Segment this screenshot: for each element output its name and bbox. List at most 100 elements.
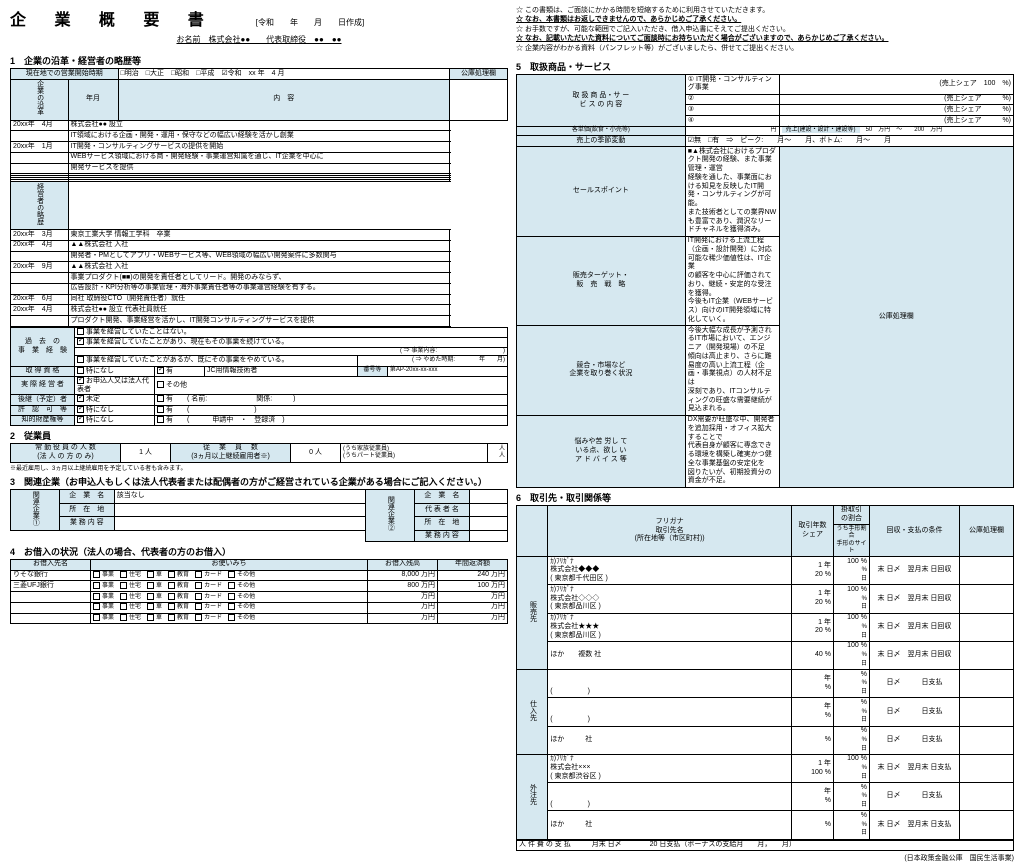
kokei-r[interactable]: 有 ( 名前: 関係: ) bbox=[166, 396, 296, 403]
s3-l3: 業 務 内 容 bbox=[59, 517, 114, 531]
s5-seki-v: 50 万円 〜 200 万円 bbox=[866, 127, 943, 133]
jissitsu-r[interactable]: その他 bbox=[166, 381, 187, 388]
chizai-r[interactable]: 有 ( 申請中 ・ 登録済 ) bbox=[166, 416, 285, 423]
s1-lower: 過 去 の 事 業 経 験 事業を経営していたことはない。 事業を経営していたこ… bbox=[10, 327, 508, 426]
s5-s1r: (売上シェア 100 %) bbox=[779, 75, 1013, 95]
naiyo-col: 内 容 bbox=[118, 79, 450, 120]
past-label: 過 去 の 事 業 経 験 bbox=[11, 327, 75, 366]
s3-heading: 3 関連企業（お申込人もしくは法人代表者または配偶者の方がご経営されている企業が… bbox=[10, 475, 508, 488]
kyoka-v[interactable]: 特になし bbox=[86, 406, 114, 413]
s3-l1: 企 業 名 bbox=[59, 490, 114, 504]
s4-c2: お使いみち bbox=[91, 559, 368, 570]
s2-l3b: (うちパート従業員) bbox=[343, 453, 485, 461]
shikaku-v[interactable]: 特になし bbox=[86, 367, 114, 374]
s4-c4: 年間返済額 bbox=[438, 559, 508, 570]
s2-v2: 0 人 bbox=[291, 443, 341, 463]
s5-s4: ④ bbox=[685, 116, 779, 127]
s4-table: お借入先名 お使いみち お借入残高 年間返済額 りそな銀行事業 住宅 車 教育 … bbox=[10, 559, 508, 625]
s5-kisetsu-v[interactable]: ☑無 □有 ⇒ ピーク: 月〜 月、ボトム: 月〜 月 bbox=[685, 136, 1013, 147]
s5-sp-l: セールスポイント bbox=[517, 147, 686, 237]
shikaku-r[interactable]: 有 bbox=[166, 367, 194, 374]
ym-col: 年月 bbox=[68, 79, 118, 120]
s3-r3: 所 在 地 bbox=[414, 517, 469, 531]
s2-l3a: (うち家族従業員) bbox=[343, 446, 485, 454]
side-ryakureki: 経営者の略歴 bbox=[11, 182, 69, 230]
s5-heading: 5 取扱商品・サービス bbox=[516, 60, 1014, 73]
s2-unit: 人 人 bbox=[488, 443, 508, 463]
s3-v1: 該当なし bbox=[114, 490, 365, 504]
s1-table: 現在地での営業開始時期 □明治 □大正 □昭和 □平成 ☑令和 xx 年 4 月… bbox=[10, 68, 508, 327]
footer: (日本政策金融公庫 国民生活事業) bbox=[516, 853, 1014, 863]
jinken: 人 件 費 の 支 払 月末 日〆 20 日支払（ボーナスの支給月 月， 月） bbox=[517, 840, 1014, 851]
date-created: [令和 年 月 日作成] bbox=[256, 17, 364, 28]
s5-adv-l: 悩みや苦 労し て いる点、欲し い ア ド バ イ ス 等 bbox=[517, 415, 686, 487]
s5-adv-v: DX需要が旺盛な中、開発者を追加採用・オフィス拡大することで 代表自身が顧客に専… bbox=[685, 415, 779, 487]
kouko-col: 公庫処理欄 bbox=[450, 69, 508, 80]
s2-note: ※最近雇用し、3ヵ月以上継続雇用を予定している者も含みます。 bbox=[10, 463, 508, 472]
s6-table: フリガナ 取引先名 (所在地等（市区町村)) 取引年数 シェア 掛取引 の割合 … bbox=[516, 505, 1014, 840]
s4-c3: お借入残高 bbox=[368, 559, 438, 570]
s5-s3: ③ bbox=[685, 105, 779, 116]
s3-side2: 関連企業② bbox=[366, 490, 415, 542]
s5-s1: ① IT開発・コンサルティング事業 bbox=[685, 75, 779, 95]
s6-h3: 掛取引 の割合 bbox=[834, 505, 870, 525]
s6-h1: フリガナ 取引先名 (所在地等（市区町村)) bbox=[548, 505, 792, 557]
past-paren2: ( ⇒ やめた時期: 年 月) bbox=[357, 356, 507, 366]
s6-h4: 回収・支払の条件 bbox=[870, 505, 960, 557]
s5-seki-l: 売上(建設・設計・建設等) bbox=[782, 127, 860, 133]
right-notes: この書類は、ご面談にかかる時間を短縮するために利用させていただきます。 なお、本… bbox=[516, 6, 1014, 53]
s1-heading: 1 企業の沿革・経営者の略歴等 bbox=[10, 54, 508, 67]
s5-s3r: (売上シェア %) bbox=[779, 105, 1013, 116]
s5-comp-l: 競合・市場など 企業を取り巻く状況 bbox=[517, 326, 686, 416]
era-checkboxes[interactable]: □明治 □大正 □昭和 □平成 ☑令和 xx 年 4 月 bbox=[118, 69, 450, 80]
past-opt2[interactable]: 事業を経営していたことがあり、現在もその事業を続けている。 bbox=[86, 338, 288, 345]
shikaku-l: 取 得 資 格 bbox=[11, 366, 75, 376]
s6-h5: 公庫処理欄 bbox=[960, 505, 1014, 557]
page-title: 企 業 概 要 書 bbox=[10, 6, 216, 30]
s3-r1: 企 業 名 bbox=[414, 490, 469, 504]
s3-side1: 関連企業① bbox=[11, 490, 60, 531]
s2-v1: 1 人 bbox=[121, 443, 171, 463]
chizai-v[interactable]: 特になし bbox=[86, 416, 114, 423]
s2-heading: 2 従業員 bbox=[10, 429, 508, 442]
past-opt3[interactable]: 事業を経営していたことがあるが、既にその事業をやめている。 bbox=[86, 357, 289, 364]
s5-kisetsu-l: 売上の季節変動 bbox=[517, 136, 686, 147]
chizai-l: 知的財産権等 bbox=[11, 415, 75, 425]
s5-s2r: (売上シェア %) bbox=[779, 94, 1013, 105]
s5-tgt-l: 販売ターゲット・ 販 売 戦 略 bbox=[517, 236, 686, 326]
s4-c1: お借入先名 bbox=[11, 559, 91, 570]
s6-heading: 6 取引先・取引関係等 bbox=[516, 491, 1014, 504]
kyoka-l: 許 認 可 等 bbox=[11, 405, 75, 415]
s2-table: 常 勤 役 員 の 人 数 (法 人 の 方 の み) 1 人 従 業 員 数 … bbox=[10, 443, 508, 464]
s5-kyaku-v: 円 bbox=[685, 126, 779, 136]
kyoka-r[interactable]: 有 ( ) bbox=[166, 406, 257, 413]
applicant-name: お名前 株式会社●● 代表取締役 ●● ●● bbox=[10, 34, 508, 45]
s5-sp-v: ■▲株式会社におけるプロダクト開発の経験、また事業管理・運営 経験を通した、事業… bbox=[685, 147, 779, 237]
bango-v: 第AP-20xx-xx-xxx bbox=[387, 366, 507, 376]
shikaku-num: JC用情報技術者 bbox=[205, 366, 358, 376]
s5-tgt-v: IT開発における上流工程（企画・設計開発）に対応可能な稀少価値性は、IT企業 の… bbox=[685, 236, 779, 326]
start-label: 現在地での営業開始時期 bbox=[11, 69, 119, 80]
bango-l: 番号等 bbox=[357, 366, 387, 376]
s6-h2: 取引年数 シェア bbox=[792, 505, 834, 557]
kokei-v[interactable]: 未定 bbox=[86, 396, 100, 403]
s3-r2: 代 表 者 名 bbox=[414, 503, 469, 517]
side-enkaku: 企業の沿革 bbox=[11, 79, 69, 120]
past-opt1[interactable]: 事業を経営していたことはない。 bbox=[86, 328, 191, 335]
kokei-l: 後継（予定）者 bbox=[11, 395, 75, 405]
s3-l2: 所 在 地 bbox=[59, 503, 114, 517]
s3-r4: 業 務 内 容 bbox=[414, 531, 469, 542]
s5-kyaku-l: 客単価(飲食・小売等) bbox=[517, 126, 686, 136]
jissitsu-v[interactable]: お申込人又は法人代表者 bbox=[77, 377, 149, 393]
past-paren1: ( ⇒ 事業内容: ) bbox=[75, 347, 508, 356]
s2-l2: 従 業 員 数 (3ヵ月以上継続雇用者※) bbox=[171, 443, 291, 463]
jissitsu-l: 実 際 経 営 者 bbox=[11, 376, 75, 395]
s2-l1: 常 勤 役 員 の 人 数 (法 人 の 方 の み) bbox=[11, 443, 121, 463]
s5-service-l: 取 扱 商 品・サ ー ビ ス の 内 容 bbox=[517, 75, 686, 127]
s5-comp-v: 今後大幅な成長が予測されるIT市場において、エンジニア（開発現場）の不足 傾向は… bbox=[685, 326, 779, 416]
s5-s2: ② bbox=[685, 94, 779, 105]
s5-table: 取 扱 商 品・サ ー ビ ス の 内 容 ① IT開発・コンサルティング事業(… bbox=[516, 74, 1014, 488]
s5-kouko: 公庫処理欄 bbox=[779, 147, 1013, 488]
s6-sh: うち手形割合 手形のサイト bbox=[834, 525, 870, 557]
s4-heading: 4 お借入の状況（法人の場合、代表者の方のお借入） bbox=[10, 545, 508, 558]
